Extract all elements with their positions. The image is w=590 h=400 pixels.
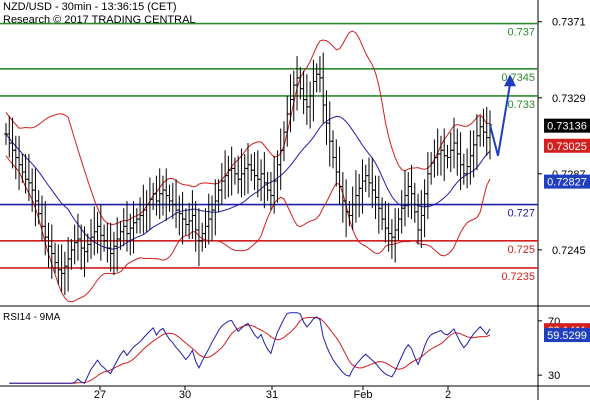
- forecast-arrow-icon: [504, 74, 516, 87]
- rsi-title: RSI14 - 9MA: [3, 312, 61, 323]
- x-tick-label: Feb: [354, 389, 373, 400]
- x-tick-label: 31: [266, 389, 278, 400]
- level-label: 0.737: [507, 27, 535, 39]
- forecast-path: [489, 84, 511, 156]
- bollinger-lower-band: [5, 155, 491, 303]
- price-tag: 0.73136: [547, 121, 587, 133]
- rsi-value-tag: 59.5299: [547, 330, 587, 342]
- y-tick-label: 0.7245: [552, 245, 586, 257]
- level-label: 0.733: [507, 99, 535, 111]
- price-tag: 0.72827: [547, 177, 587, 189]
- rsi-line: [9, 312, 491, 384]
- chart-subtitle: Research © 2017 TRADING CENTRAL: [3, 14, 196, 26]
- level-label: 0.7235: [501, 271, 535, 283]
- x-tick-label: 27: [94, 389, 106, 400]
- rsi-value-tag-bg: [544, 328, 590, 343]
- chart-title: NZD/USD - 30min - 13:36:15 (CET): [3, 1, 177, 13]
- moving-average-line: [5, 115, 491, 250]
- price-tag-bg: [544, 138, 590, 153]
- rsi-ma-line: [9, 316, 491, 384]
- x-tick-label: 30: [179, 389, 191, 400]
- level-label: 0.727: [507, 208, 535, 220]
- y-tick-label: 0.7371: [552, 17, 586, 29]
- rsi-tick-label: 30: [548, 370, 560, 382]
- price-tag-bg: [544, 118, 590, 133]
- y-tick-label: 0.7329: [552, 93, 586, 105]
- level-label: 0.725: [507, 244, 535, 256]
- price-tag-bg: [544, 174, 590, 189]
- x-tick-label: 2: [445, 389, 451, 400]
- price-tag: 0.73025: [547, 141, 587, 153]
